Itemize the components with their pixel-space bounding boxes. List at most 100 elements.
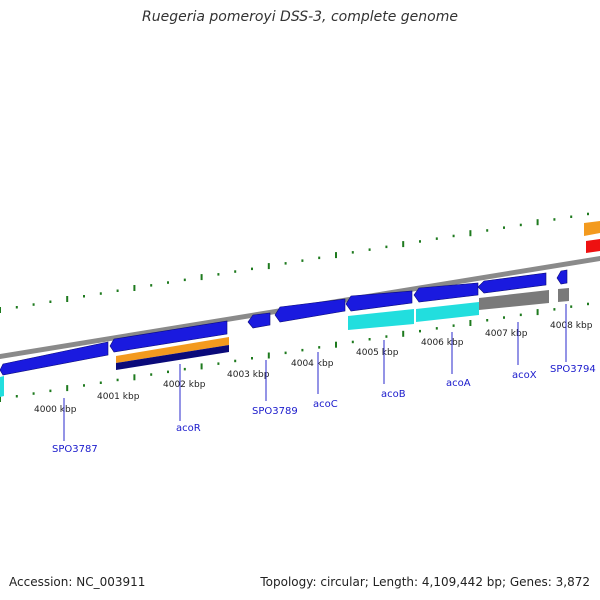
red-feature-top xyxy=(586,239,600,253)
minor-tick xyxy=(32,392,35,395)
minor-tick xyxy=(486,229,489,232)
major-tick xyxy=(133,285,136,291)
cds-arrow-6 xyxy=(413,282,479,303)
scale-label: 4000 kbp xyxy=(34,405,77,415)
cds-arrow-1 xyxy=(0,341,109,376)
major-tick xyxy=(469,230,472,237)
minor-tick xyxy=(234,270,237,273)
major-tick xyxy=(536,309,539,316)
major-tick xyxy=(200,363,203,370)
gene-label[interactable]: SPO3787 xyxy=(52,444,98,455)
major-tick xyxy=(402,330,405,337)
minor-tick xyxy=(251,267,253,271)
scale-label: 4007 kbp xyxy=(485,329,528,339)
minor-tick xyxy=(15,395,18,398)
minor-tick xyxy=(385,245,388,249)
gene-labels: SPO3787 acoR SPO3789 acoC acoB acoA acoX SPO379… xyxy=(52,304,596,455)
inner-tick-track xyxy=(0,302,589,402)
gene-label[interactable]: SPO3794 xyxy=(550,364,596,375)
minor-tick xyxy=(217,273,220,276)
minor-tick xyxy=(318,346,321,349)
major-tick xyxy=(335,341,337,348)
minor-tick xyxy=(419,329,421,333)
minor-tick xyxy=(150,373,153,376)
minor-tick xyxy=(486,319,489,322)
cds-arrow-8 xyxy=(556,269,568,285)
minor-tick xyxy=(99,292,102,295)
major-tick xyxy=(200,274,203,281)
scale-label: 4008 kbp xyxy=(550,321,593,331)
major-tick xyxy=(267,263,270,270)
minor-tick xyxy=(167,370,169,374)
gene-label[interactable]: SPO3789 xyxy=(252,406,298,417)
cds-arrow-2 xyxy=(109,320,228,353)
minor-tick xyxy=(116,289,119,292)
minor-tick xyxy=(284,351,287,355)
major-tick xyxy=(469,320,472,326)
scale-labels: 4000 kbp 4001 kbp 4002 kbp 4003 kbp 4004 kbp… xyxy=(34,321,593,415)
minor-tick xyxy=(503,226,505,229)
minor-tick xyxy=(435,237,438,240)
minor-tick xyxy=(553,218,556,221)
minor-tick xyxy=(351,251,354,254)
navy-bar-acoR xyxy=(116,345,229,370)
minor-tick xyxy=(116,378,119,382)
major-tick xyxy=(267,352,270,359)
minor-tick xyxy=(570,215,573,218)
minor-tick xyxy=(83,384,85,387)
major-tick xyxy=(133,374,136,381)
scale-label: 4001 kbp xyxy=(97,392,140,402)
minor-tick xyxy=(553,308,556,311)
gene-label[interactable]: acoA xyxy=(446,378,471,389)
orange-feature-top xyxy=(584,221,600,236)
cds-arrow-4 xyxy=(274,298,346,323)
minor-tick xyxy=(435,327,438,330)
minor-tick xyxy=(301,348,304,352)
minor-tick xyxy=(150,284,153,287)
minor-tick xyxy=(587,212,589,216)
scale-label: 4003 kbp xyxy=(227,370,270,380)
major-tick xyxy=(536,219,539,226)
minor-tick xyxy=(32,303,35,306)
major-tick xyxy=(0,396,1,402)
scale-label: 4006 kbp xyxy=(421,338,464,348)
minor-tick xyxy=(385,335,388,338)
gene-label[interactable]: acoR xyxy=(176,423,201,434)
minor-tick xyxy=(49,300,52,303)
minor-tick xyxy=(452,324,455,327)
minor-tick xyxy=(183,367,186,371)
major-tick xyxy=(402,241,405,248)
minor-tick xyxy=(587,302,589,306)
major-tick xyxy=(66,385,69,392)
outer-tick-track xyxy=(0,212,589,313)
minor-tick xyxy=(15,306,18,309)
minor-tick xyxy=(83,295,85,298)
scale-label: 4004 kbp xyxy=(291,359,334,369)
minor-tick xyxy=(167,281,169,284)
minor-tick xyxy=(503,316,505,319)
cds-arrow-3 xyxy=(247,312,271,329)
minor-tick xyxy=(519,223,522,227)
cds-arrow-7 xyxy=(477,272,547,294)
cyan-bar-1 xyxy=(0,376,4,397)
gene-label[interactable]: acoX xyxy=(512,370,537,381)
minor-tick xyxy=(419,240,421,243)
gene-label[interactable]: acoB xyxy=(381,389,406,400)
cds-arrow-5 xyxy=(345,290,413,312)
cyan-bar-2 xyxy=(348,309,414,330)
minor-tick xyxy=(368,338,371,341)
genome-summary-text: Topology: circular; Length: 4,109,442 bp… xyxy=(260,575,590,589)
orange-bar-acoR xyxy=(116,337,229,363)
gene-label[interactable]: acoC xyxy=(313,399,338,410)
gray-bar-2 xyxy=(558,288,569,302)
minor-tick xyxy=(318,256,321,260)
minor-tick xyxy=(284,262,287,265)
minor-tick xyxy=(452,234,455,238)
cyan-bar-3 xyxy=(416,302,479,322)
map-title: Ruegeria pomeroyi DSS-3, complete genome xyxy=(142,9,458,25)
minor-tick xyxy=(368,248,371,251)
forward-cds-track xyxy=(0,269,568,376)
minor-tick xyxy=(49,389,52,393)
major-tick xyxy=(66,296,69,302)
